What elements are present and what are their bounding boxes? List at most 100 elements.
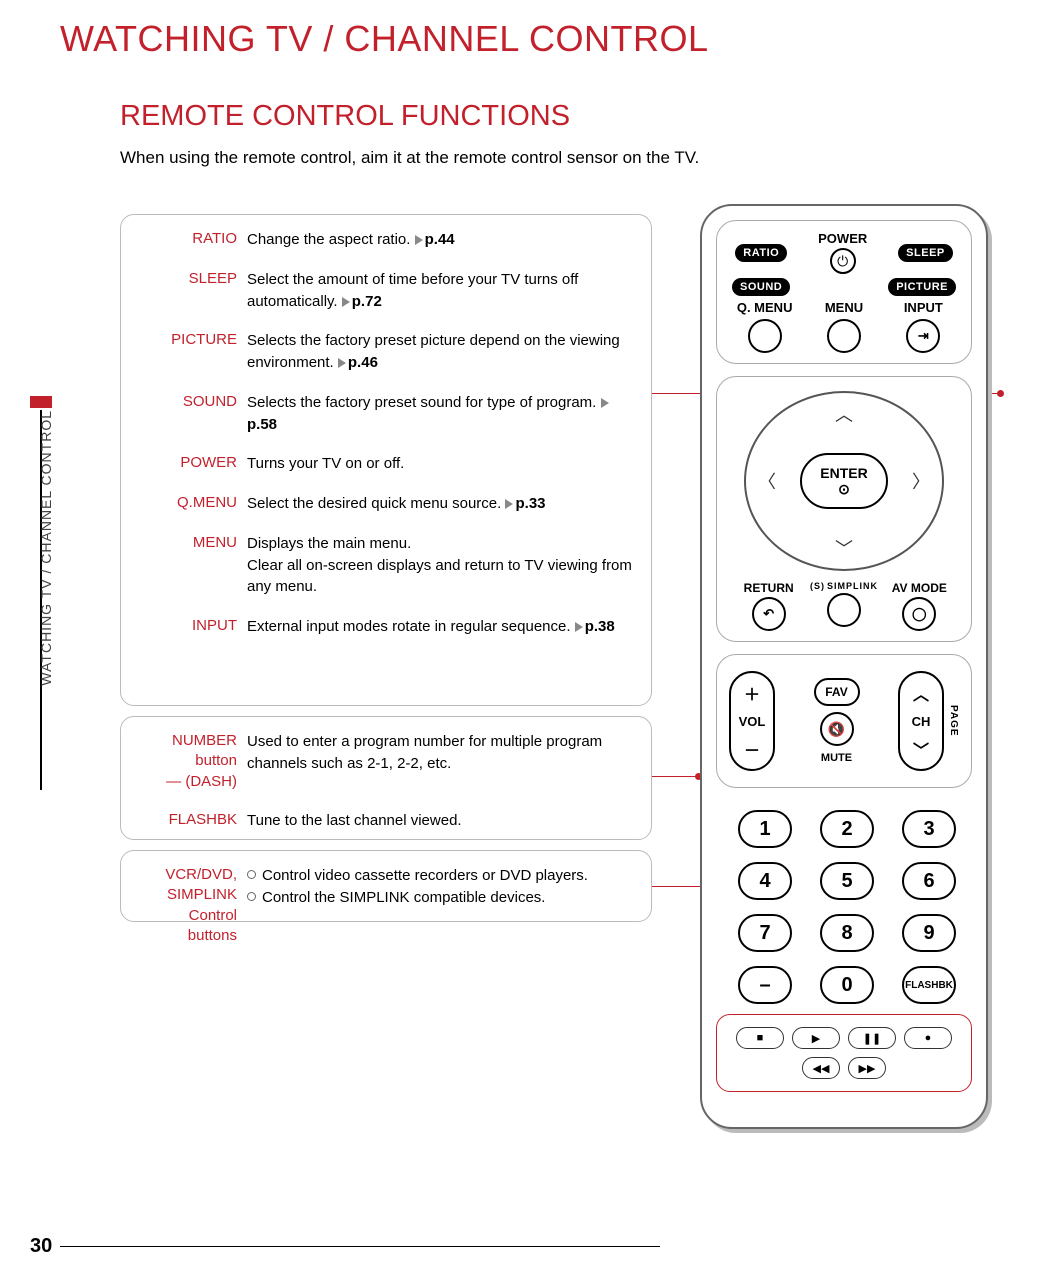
- return-label: RETURN: [744, 581, 794, 595]
- return-button[interactable]: ↶: [752, 597, 786, 631]
- function-desc: Tune to the last channel viewed.: [247, 810, 635, 832]
- function-desc: Select the amount of time before your TV…: [247, 269, 635, 313]
- function-desc: Selects the factory preset sound for typ…: [247, 392, 635, 436]
- ratio-button[interactable]: RATIO: [735, 244, 787, 262]
- mute-button[interactable]: 🔇: [820, 712, 854, 746]
- vol-label: VOL: [739, 714, 766, 729]
- dpad-down[interactable]: ﹀: [835, 535, 853, 561]
- ch-label: CH: [912, 714, 931, 729]
- page-ref: p.58: [247, 394, 611, 433]
- function-label: PICTURE: [137, 330, 247, 374]
- avmode-label: AV MODE: [892, 581, 947, 595]
- function-desc: Select the desired quick menu source. p.…: [247, 493, 635, 515]
- sleep-button[interactable]: SLEEP: [898, 244, 953, 262]
- function-desc: Selects the factory preset picture depen…: [247, 330, 635, 374]
- remote-keypad: 123 456 789 –0 FLASHBK: [716, 800, 972, 1014]
- dpad-right[interactable]: 〉: [912, 468, 930, 494]
- remote-top-panel: RATIO POWER ⏻ SLEEP SOUND PICTURE Q. MEN…: [716, 220, 972, 364]
- function-desc: Displays the main menu.Clear all on-scre…: [247, 533, 635, 598]
- bullet-item: Control the SIMPLINK compatible devices.: [247, 889, 545, 906]
- sound-button[interactable]: SOUND: [732, 278, 790, 296]
- function-label: MENU: [137, 533, 247, 598]
- number-key[interactable]: 0: [820, 966, 874, 1004]
- ch-up-icon: ︿: [913, 681, 929, 705]
- remote-transport-panel: ■ ▶ ❚❚ ● ◀◀ ▶▶: [716, 1014, 972, 1092]
- page-label: PAGE: [948, 705, 959, 737]
- callout-line: [652, 776, 698, 777]
- page-ref: p.72: [342, 293, 382, 310]
- function-box-2: NUMBER button— (DASH)Used to enter a pro…: [120, 716, 652, 840]
- number-key[interactable]: 5: [820, 862, 874, 900]
- vol-down-icon: －: [744, 737, 760, 761]
- function-box-1: RATIOChange the aspect ratio. p.44SLEEPS…: [120, 214, 652, 706]
- side-tab: WATCHING TV / CHANNEL CONTROL: [40, 410, 62, 790]
- power-button[interactable]: ⏻: [830, 248, 856, 274]
- page-number: 30: [30, 1235, 52, 1258]
- number-key[interactable]: 2: [820, 810, 874, 848]
- vol-up-icon: ＋: [744, 681, 760, 705]
- page-ref: p.38: [575, 618, 615, 635]
- flashbk-button[interactable]: FLASHBK: [902, 966, 956, 1004]
- function-label: VCR/DVD,SIMPLINKControl buttons: [137, 865, 247, 946]
- number-key[interactable]: 3: [902, 810, 956, 848]
- function-desc: Control video cassette recorders or DVD …: [247, 865, 635, 946]
- side-tab-label: WATCHING TV / CHANNEL CONTROL: [38, 410, 54, 686]
- function-label: NUMBER button— (DASH): [137, 731, 247, 792]
- function-label: SOUND: [137, 392, 247, 436]
- picture-button[interactable]: PICTURE: [888, 278, 956, 296]
- number-key[interactable]: 7: [738, 914, 792, 952]
- avmode-button[interactable]: ◯: [902, 597, 936, 631]
- enter-label: ENTER: [820, 465, 867, 481]
- channel-rocker[interactable]: ︿ CH ﹀: [898, 671, 944, 771]
- number-key[interactable]: 1: [738, 810, 792, 848]
- page-title: WATCHING TV / CHANNEL CONTROL: [60, 18, 709, 60]
- function-label: Q.MENU: [137, 493, 247, 515]
- function-label: RATIO: [137, 229, 247, 251]
- page-ref: p.44: [415, 231, 455, 248]
- number-key[interactable]: 9: [902, 914, 956, 952]
- function-desc: External input modes rotate in regular s…: [247, 616, 635, 638]
- menu-button[interactable]: [827, 319, 861, 353]
- section-subtitle: When using the remote control, aim it at…: [120, 148, 699, 168]
- input-label: INPUT: [888, 300, 958, 315]
- function-label: POWER: [137, 453, 247, 475]
- function-label: SLEEP: [137, 269, 247, 313]
- menu-label: MENU: [809, 300, 879, 315]
- simplink-button[interactable]: [827, 593, 861, 627]
- transport-button[interactable]: ◀◀: [802, 1057, 840, 1079]
- number-key[interactable]: –: [738, 966, 792, 1004]
- remote-dpad-panel: ︿ ﹀ 〈 〉 ENTER ⊙ RETURN ↶ (S)SIMPLINK AV …: [716, 376, 972, 642]
- simplink-label: (S)SIMPLINK: [810, 581, 878, 591]
- transport-button[interactable]: ❚❚: [848, 1027, 896, 1049]
- number-key[interactable]: 8: [820, 914, 874, 952]
- qmenu-label: Q. MENU: [730, 300, 800, 315]
- power-label: POWER: [808, 231, 878, 246]
- volume-rocker[interactable]: ＋ VOL －: [729, 671, 775, 771]
- transport-button[interactable]: ●: [904, 1027, 952, 1049]
- function-label: FLASHBK: [137, 810, 247, 832]
- transport-button[interactable]: ▶▶: [848, 1057, 886, 1079]
- dpad-left[interactable]: 〈: [758, 468, 776, 494]
- function-box-3: VCR/DVD,SIMPLINKControl buttonsControl v…: [120, 850, 652, 922]
- transport-button[interactable]: ■: [736, 1027, 784, 1049]
- qmenu-button[interactable]: [748, 319, 782, 353]
- page-ref: p.46: [338, 354, 378, 371]
- remote-control: RATIO POWER ⏻ SLEEP SOUND PICTURE Q. MEN…: [700, 204, 988, 1129]
- dpad-up[interactable]: ︿: [835, 401, 853, 427]
- number-key[interactable]: 6: [902, 862, 956, 900]
- function-desc: Used to enter a program number for multi…: [247, 731, 635, 792]
- input-button[interactable]: ⇥: [906, 319, 940, 353]
- enter-dot-icon: ⊙: [838, 481, 850, 498]
- transport-button[interactable]: ▶: [792, 1027, 840, 1049]
- number-key[interactable]: 4: [738, 862, 792, 900]
- mute-label: MUTE: [821, 752, 852, 764]
- bullet-item: Control video cassette recorders or DVD …: [247, 867, 588, 884]
- ch-down-icon: ﹀: [913, 737, 929, 761]
- enter-button[interactable]: ENTER ⊙: [800, 453, 888, 509]
- function-desc: Change the aspect ratio. p.44: [247, 229, 635, 251]
- remote-volch-panel: ＋ VOL － FAV 🔇 MUTE ︿ CH ﹀ PAGE: [716, 654, 972, 788]
- fav-button[interactable]: FAV: [814, 678, 860, 706]
- function-label: INPUT: [137, 616, 247, 638]
- function-desc: Turns your TV on or off.: [247, 453, 635, 475]
- section-title: REMOTE CONTROL FUNCTIONS: [120, 100, 570, 133]
